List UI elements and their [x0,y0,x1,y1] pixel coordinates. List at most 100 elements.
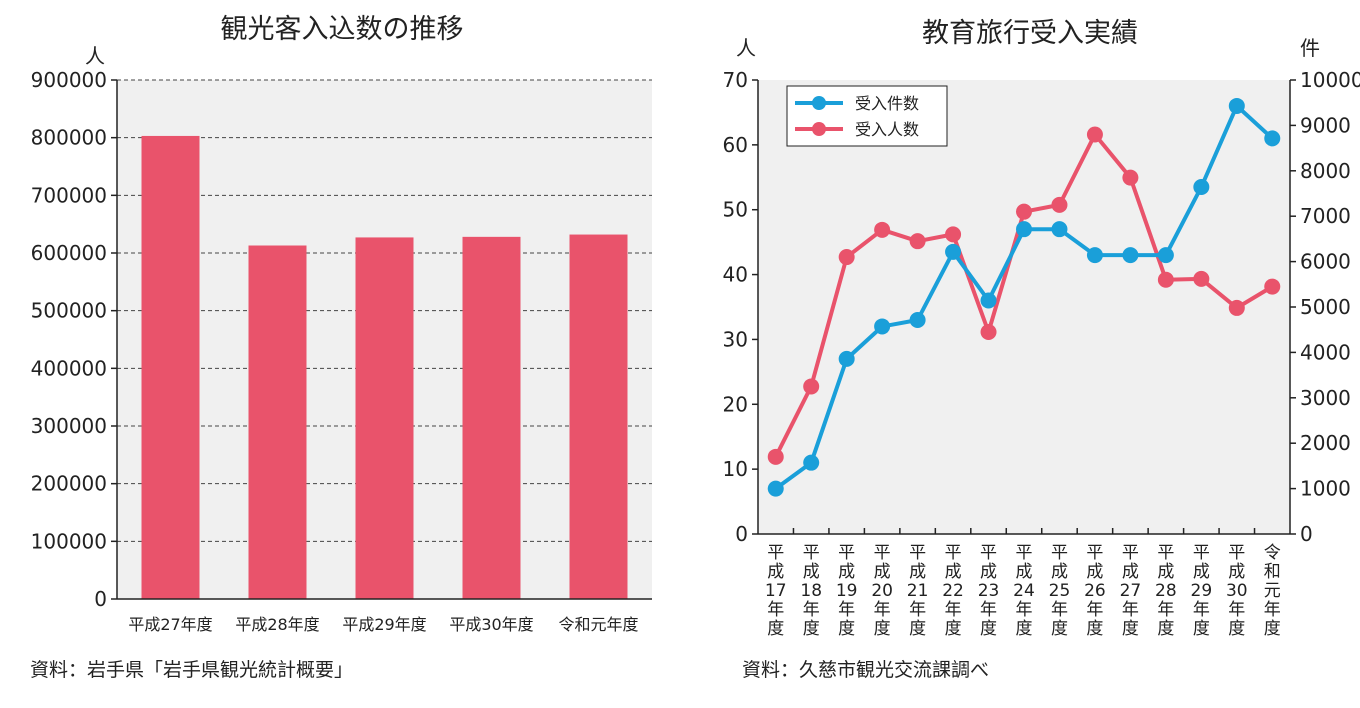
bar-chart-y-tick-label: 400000 [31,356,107,380]
line-chart-x-label-char: 年 [1264,600,1281,620]
line-chart-x-label-char: 度 [1228,619,1245,639]
line-chart-x-label-char: 成 [945,562,962,582]
bar-chart-x-labels: 平成27年度 平成28年度 平成29年度 平成30年度 令和元年度 [128,615,638,634]
line-chart-x-label-char: 22 [942,581,964,601]
line-chart-left-tick-label: 0 [735,522,748,546]
line-chart-right-tick-label: 1000 [1300,477,1351,501]
line-chart-x-label-char: 21 [907,581,929,601]
bar-chart-bar [462,236,521,599]
line-chart-x-ticks [792,528,1256,534]
line-chart-x-label-char: 成 [1086,562,1103,582]
point-cases [945,243,962,260]
legend-label-cases: 受入件数 [855,94,919,113]
line-chart-x-label-char: 26 [1084,581,1106,601]
line-chart-x-label-char: 年 [767,600,784,620]
line-chart-x-label-char: 度 [1086,619,1103,639]
line-chart-x-label-char: 成 [1157,562,1174,582]
line-chart-x-label-char: 成 [1193,562,1210,582]
line-chart-right-tick-label: 0 [1300,522,1313,546]
line-chart-x-label-char: 度 [1051,619,1068,639]
point-people [874,221,891,238]
line-chart-x-label-char: 度 [803,619,820,639]
point-people [980,323,997,340]
bar-chart-x-label: 平成27年度 [128,615,212,634]
point-cases [1157,247,1174,264]
point-people [1157,271,1174,288]
line-chart-right-tick-label: 2000 [1300,431,1351,455]
line-chart-title: 教育旅行受入実績 [922,18,1138,49]
line-chart-x-label-char: 28 [1155,581,1177,601]
line-chart-x-label-char: 20 [871,581,893,601]
point-cases [767,480,784,497]
bar-chart-y-unit: 人 [85,44,105,68]
bar-chart-y-tick-label: 900000 [31,68,107,92]
line-chart-x-label-char: 25 [1049,581,1071,601]
line-chart-x-label-char: 度 [909,619,926,639]
line-chart-x-label-char: 成 [803,562,820,582]
bar-chart-y-tick-label: 200000 [31,472,107,496]
line-chart-right-tick-label: 10000 [1300,68,1360,92]
line-chart-left-tick-label: 10 [723,457,748,481]
line-chart-x-label-char: 成 [767,562,784,582]
point-cases [909,311,926,328]
bar-chart-y-tick-label: 600000 [31,241,107,265]
point-cases [1051,221,1068,238]
line-chart-x-label-char: 成 [874,562,891,582]
point-people [1228,299,1245,316]
line-chart-x-label-char: 19 [836,581,858,601]
point-cases [1122,247,1139,264]
legend-marker-people [812,122,826,136]
line-chart-x-label-char: 年 [874,600,891,620]
line-chart-x-label-char: 度 [1193,619,1210,639]
line-chart-x-label-char: 平 [803,543,820,563]
point-cases [980,292,997,309]
line-chart-left-tick-label: 20 [723,392,748,416]
line-chart-x-label-char: 成 [980,562,997,582]
line-chart-x-label-char: 平 [1051,543,1068,563]
line-chart-legend: 受入件数 受入人数 [786,85,948,147]
point-people [838,249,855,266]
point-people [1016,203,1032,220]
line-chart-x-label-char: 平 [980,543,997,563]
line-chart-right-tick-label: 3000 [1300,386,1351,410]
line-chart-x-label-char: 29 [1191,581,1213,601]
bar-chart-x-label: 令和元年度 [558,615,638,634]
line-chart-x-label-char: 成 [1051,562,1068,582]
line-chart-x-label-char: 年 [1122,600,1139,620]
line-chart-left-tick-label: 70 [723,68,748,92]
bar-chart-title: 観光客入込数の推移 [221,14,464,45]
bar-chart-y-tick-label: 700000 [31,183,107,207]
line-chart-x-label-char: 年 [980,600,997,620]
line-chart-x-label-char: 成 [1016,562,1033,582]
line-chart-x-label-char: 平 [1016,543,1033,563]
line-chart-right-ticks: 0 1000 2000 3000 4000 5000 6000 7000 8000 9000 100… [1290,68,1360,546]
bar-chart-y-tick-label: 500000 [31,299,107,323]
line-chart-x-label-char: 平 [838,543,855,563]
line-chart-right-tick-label: 6000 [1300,250,1351,274]
line-chart-left-tick-label: 30 [723,327,748,351]
line-chart-plot-area [758,80,1290,534]
bar-chart-y-tick-label: 100000 [31,529,107,553]
legend-marker-cases [812,96,826,110]
line-chart-left-tick-label: 50 [723,198,748,222]
bar-chart-bar [248,245,307,599]
line-chart-right-tick-label: 8000 [1300,159,1351,183]
line-chart-x-label-char: 平 [1122,543,1139,563]
line-chart-x-label-char: 成 [1228,562,1245,582]
line-chart-left-unit: 人 [736,36,756,60]
point-people [767,448,784,465]
line-chart-x-label-char: 度 [1016,619,1033,639]
line-chart-x-label-char: 年 [1051,600,1068,620]
bar-chart-y-tick-label: 800000 [31,126,107,150]
line-chart-x-label-char: 度 [874,619,891,639]
line-chart-x-label-char: 年 [1228,600,1245,620]
line-chart-x-label-char: 年 [1157,600,1174,620]
bar-chart-x-label: 平成28年度 [235,615,319,634]
bar-chart-x-label: 平成30年度 [449,615,533,634]
bar-chart-y-ticks: 0 100000 200000 300000 400000 500000 600000 700… [31,68,117,611]
line-chart-x-label-char: 成 [909,562,926,582]
line-chart-x-label-char: 年 [1086,600,1103,620]
point-cases [803,454,820,471]
line-chart-x-label-char: 度 [980,619,997,639]
